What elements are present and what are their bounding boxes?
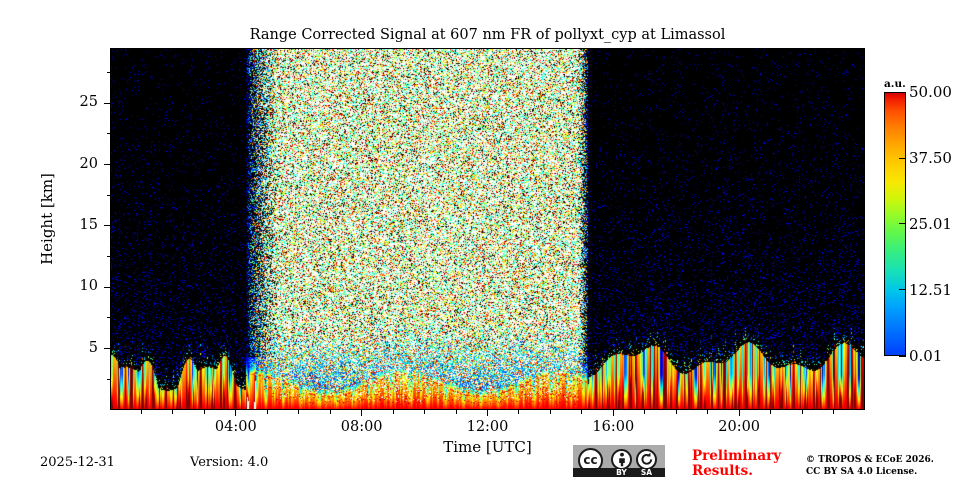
colorbar-tick-label: 37.50: [909, 149, 952, 167]
preliminary-line-1: Preliminary: [692, 448, 782, 464]
copyright-note: © TROPOS & ECoE 2026. CC BY SA 4.0 Licen…: [806, 455, 934, 478]
cc-license-badge[interactable]: cc BY SA: [573, 445, 665, 477]
x-tick-minor: [329, 410, 331, 414]
x-tick: [487, 410, 488, 416]
y-tick-label: 25: [79, 94, 98, 111]
x-tick-minor: [581, 410, 583, 414]
y-tick: [104, 348, 110, 350]
colorbar-tick-label: 0.01: [909, 347, 943, 365]
copyright-line-1: © TROPOS & ECoE 2026.: [806, 455, 934, 465]
footer-date: 2025-12-31: [40, 455, 115, 470]
attribution-person-icon: [611, 449, 632, 470]
cc-badge-bar: [573, 468, 665, 477]
y-tick-minor: [106, 133, 110, 135]
colorbar-tick-label: 50.00: [909, 83, 952, 101]
x-tick-minor: [298, 410, 300, 414]
x-tick-label: 04:00: [214, 419, 257, 435]
x-tick-minor: [140, 410, 142, 414]
page-title: Range Corrected Signal at 607 nm FR of p…: [249, 27, 726, 43]
y-axis-label: Height [km]: [38, 173, 56, 265]
preliminary-results-note: Preliminary Results.: [692, 449, 781, 479]
x-tick: [235, 410, 237, 416]
preliminary-line-2: Results.: [692, 463, 753, 479]
colorbar-tick: [899, 91, 906, 93]
x-tick: [361, 410, 363, 416]
share-alike-icon: [636, 449, 657, 470]
y-tick-label: 10: [79, 278, 98, 295]
x-tick-minor: [801, 410, 803, 414]
x-tick-minor: [172, 410, 174, 414]
y-tick-label: 15: [79, 216, 98, 233]
y-tick-minor: [106, 72, 110, 74]
x-tick-minor: [675, 410, 677, 414]
x-tick-label: 08:00: [340, 419, 383, 435]
y-tick: [104, 286, 110, 288]
y-tick-minor: [106, 256, 110, 258]
colorbar-unit-label: a.u.: [884, 78, 906, 90]
y-tick: [104, 164, 110, 166]
plot-area: [110, 48, 865, 410]
y-tick-minor: [106, 317, 110, 319]
colorbar-tick-label: 25.01: [909, 214, 952, 233]
colorbar-tick: [899, 289, 906, 291]
heatmap-canvas: [111, 49, 864, 409]
x-tick-minor: [707, 410, 709, 414]
y-tick-label: 5: [88, 339, 98, 356]
x-tick-minor: [549, 410, 551, 414]
x-tick-label: 20:00: [718, 419, 761, 435]
y-tick-minor: [106, 378, 110, 380]
x-tick-minor: [392, 410, 394, 414]
colorbar-tick: [899, 157, 906, 159]
copyright-line-2: CC BY SA 4.0 License.: [806, 466, 918, 477]
x-tick-minor: [518, 410, 520, 414]
x-tick-minor: [644, 410, 646, 414]
x-axis-label: Time [UTC]: [443, 438, 532, 456]
y-tick-label: 20: [79, 155, 98, 172]
y-tick: [104, 102, 110, 104]
x-tick: [612, 410, 614, 416]
x-tick-minor: [424, 410, 426, 414]
y-tick-minor: [106, 194, 110, 196]
cc-sa-label: SA: [640, 468, 653, 477]
x-tick-label: 12:00: [466, 419, 509, 435]
colorbar-tick: [899, 223, 906, 225]
colorbar-tick-label: 12.51: [909, 280, 952, 299]
x-tick-minor: [455, 410, 457, 414]
x-tick: [738, 410, 740, 416]
x-tick-minor: [266, 410, 268, 414]
cc-badge-icons: cc: [573, 445, 665, 473]
x-tick-label: 16:00: [592, 419, 635, 435]
colorbar-tick: [899, 355, 906, 357]
footer-version: Version: 4.0: [190, 455, 269, 470]
x-tick-minor: [770, 410, 772, 414]
y-tick: [104, 225, 110, 227]
cc-by-label: BY: [616, 468, 627, 477]
x-tick-minor: [203, 410, 205, 414]
x-tick-minor: [833, 410, 835, 414]
